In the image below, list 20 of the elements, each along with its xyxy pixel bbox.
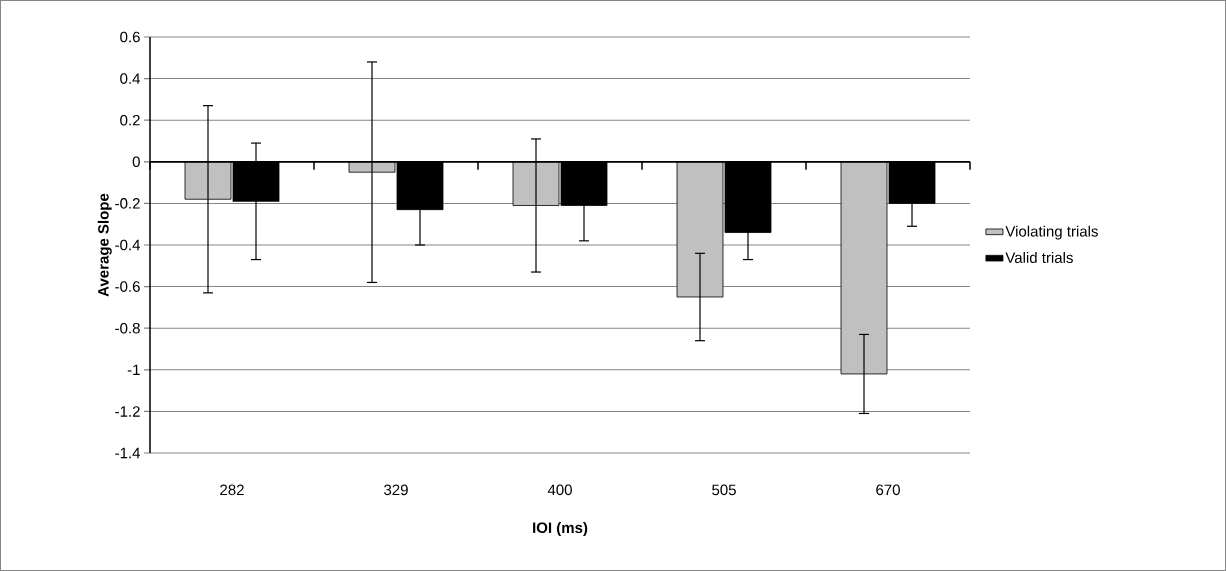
- legend-label: Violating trials: [1005, 225, 1098, 240]
- y-axis-title: Average Slope: [97, 193, 112, 297]
- y-tick-label: 0.4: [120, 73, 141, 84]
- y-tick-label: -1.2: [115, 406, 140, 417]
- y-tick-label: -0.2: [115, 198, 140, 209]
- y-tick-label: 0.2: [120, 114, 140, 126]
- y-tick-label: 0.6: [120, 31, 140, 43]
- y-tick-label: -0.6: [115, 281, 140, 292]
- x-tick-label: 282: [220, 484, 244, 496]
- x-axis-title: IOI (ms): [533, 522, 588, 536]
- y-tick-label: -1: [127, 364, 140, 375]
- x-tick-label: 670: [876, 484, 900, 496]
- y-tick-label: -0.4: [115, 239, 141, 251]
- x-tick-label: 400: [547, 484, 572, 496]
- y-tick-label: 0: [132, 156, 140, 168]
- x-tick-label: 329: [384, 484, 408, 496]
- y-tick-label: -0.8: [115, 322, 140, 334]
- y-tick-label: -1.4: [115, 447, 141, 459]
- legend-label: Valid trials: [1005, 252, 1073, 264]
- x-tick-label: 505: [712, 484, 736, 496]
